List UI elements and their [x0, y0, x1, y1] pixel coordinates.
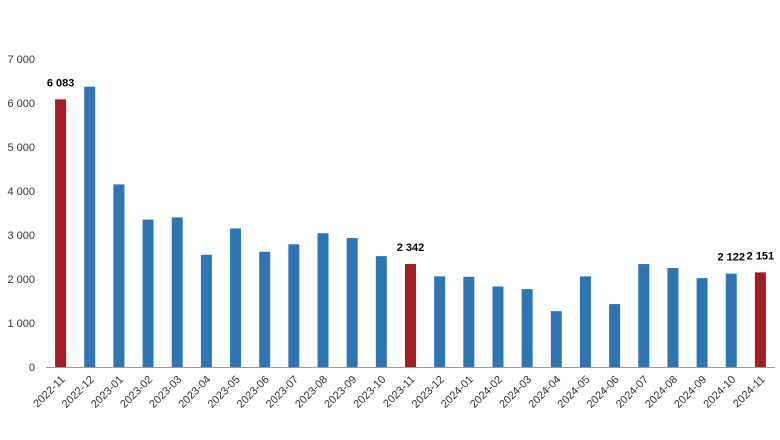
bar-2022-12: [84, 86, 96, 367]
bar-2024-08: [667, 268, 679, 367]
y-tick-label: 4 000: [7, 186, 35, 198]
bar-2024-09: [696, 278, 708, 367]
bar-2023-11: [405, 263, 416, 367]
y-tick-label: 7 000: [7, 54, 35, 66]
bar-2023-01: [113, 184, 125, 367]
bar-2023-05: [230, 228, 242, 367]
data-label-2023-11: 2 342: [397, 242, 425, 254]
bar-2023-10: [375, 256, 387, 367]
bar-2023-08: [317, 233, 329, 367]
bar-2023-03: [171, 217, 183, 367]
bar-2024-11: [754, 272, 766, 367]
x-tick-label: 2024-10: [701, 374, 738, 411]
bar-2023-07: [288, 244, 300, 367]
data-label-2024-10: 2 122: [717, 252, 745, 264]
data-label-2022-11: 6 083: [47, 77, 75, 89]
bar-2023-02: [142, 219, 154, 367]
bar-2024-05: [579, 276, 591, 367]
bar-2024-06: [609, 304, 621, 367]
y-tick-label: 5 000: [7, 142, 35, 154]
y-tick-label: 2 000: [7, 274, 35, 286]
bar-2024-07: [638, 264, 650, 367]
bar-2023-09: [346, 238, 358, 367]
bar-2024-03: [521, 289, 533, 367]
bar-2022-11: [55, 99, 67, 367]
y-tick-label: 1 000: [7, 318, 35, 330]
x-axis-ticks: 2022-112022-122023-012023-022023-032023-…: [31, 374, 767, 411]
bar-2023-12: [434, 276, 446, 367]
data-labels: 6 083 2 342 2 122 2 151: [47, 77, 774, 263]
x-tick-label: 2024-11: [731, 374, 767, 410]
y-axis-ticks: 0 1 000 2 000 3 000 4 000 5 000 6 000 7 000: [7, 54, 35, 374]
bars: [55, 86, 766, 367]
bar-2024-02: [492, 286, 504, 367]
x-tick-label: 2023-10: [351, 374, 388, 411]
bar-2024-04: [550, 311, 562, 367]
y-tick-label: 0: [29, 362, 35, 374]
bar-2024-01: [463, 276, 475, 367]
data-label-2024-11: 2 151: [747, 250, 775, 262]
bar-2024-10: [725, 273, 737, 367]
y-tick-label: 3 000: [7, 230, 35, 242]
y-tick-label: 6 000: [7, 98, 35, 110]
bar-2023-04: [200, 254, 212, 367]
bar-2023-06: [259, 251, 271, 367]
